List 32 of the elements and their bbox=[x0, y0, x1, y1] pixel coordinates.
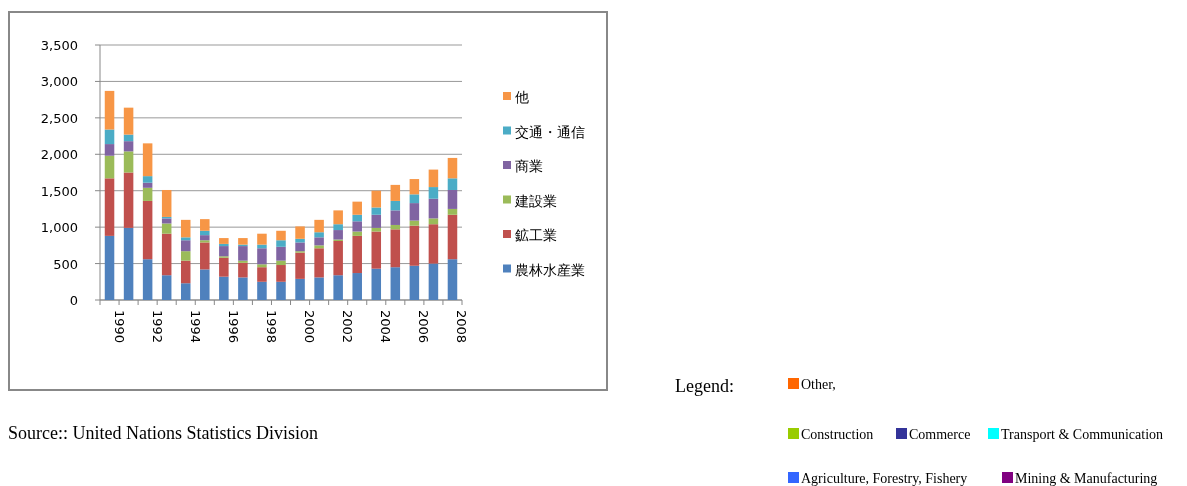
legend-label: 他 bbox=[515, 89, 529, 105]
y-tick-label: 1,500 bbox=[40, 183, 78, 199]
x-tick-label: 1992 bbox=[149, 310, 165, 344]
y-tick-label: 3,000 bbox=[40, 74, 78, 90]
x-tick-label: 1994 bbox=[187, 310, 203, 344]
text: Commerce bbox=[909, 427, 971, 442]
text: Transport & Communication bbox=[1001, 427, 1164, 442]
text: Construction bbox=[801, 427, 874, 442]
x-tick-label: 2004 bbox=[378, 310, 394, 344]
y-tick-label: 3,500 bbox=[40, 38, 78, 53]
x-tick-label: 2000 bbox=[302, 310, 318, 344]
legend-label: 鉱工業 bbox=[515, 227, 557, 243]
y-tick-label: 0 bbox=[69, 293, 78, 308]
legend-label: 農林水産業 bbox=[515, 261, 585, 278]
text: Mining & Manufacturing bbox=[1015, 471, 1158, 486]
legend-label: 建設業 bbox=[514, 192, 557, 209]
x-tick-label: 2002 bbox=[340, 310, 356, 344]
x-tick-label: 2006 bbox=[416, 310, 432, 344]
source-note: Source:: United Nations Statistics Division bbox=[8, 423, 318, 443]
x-tick-label: 2008 bbox=[454, 310, 470, 344]
text: Other, bbox=[801, 377, 836, 392]
y-tick-label: 1,000 bbox=[40, 220, 78, 236]
x-tick-label: 1996 bbox=[225, 310, 241, 344]
legend-label: 商業 bbox=[515, 158, 543, 174]
x-tick-label: 1990 bbox=[111, 310, 127, 344]
y-tick-label: 500 bbox=[53, 256, 78, 272]
text: Legend: bbox=[675, 376, 734, 396]
legend-label: 交通・通信 bbox=[515, 123, 585, 140]
y-tick-label: 2,000 bbox=[40, 147, 78, 163]
y-tick-label: 2,500 bbox=[40, 110, 78, 126]
text: Agriculture, Forestry, Fishery bbox=[801, 471, 968, 486]
x-tick-label: 1998 bbox=[263, 310, 279, 344]
